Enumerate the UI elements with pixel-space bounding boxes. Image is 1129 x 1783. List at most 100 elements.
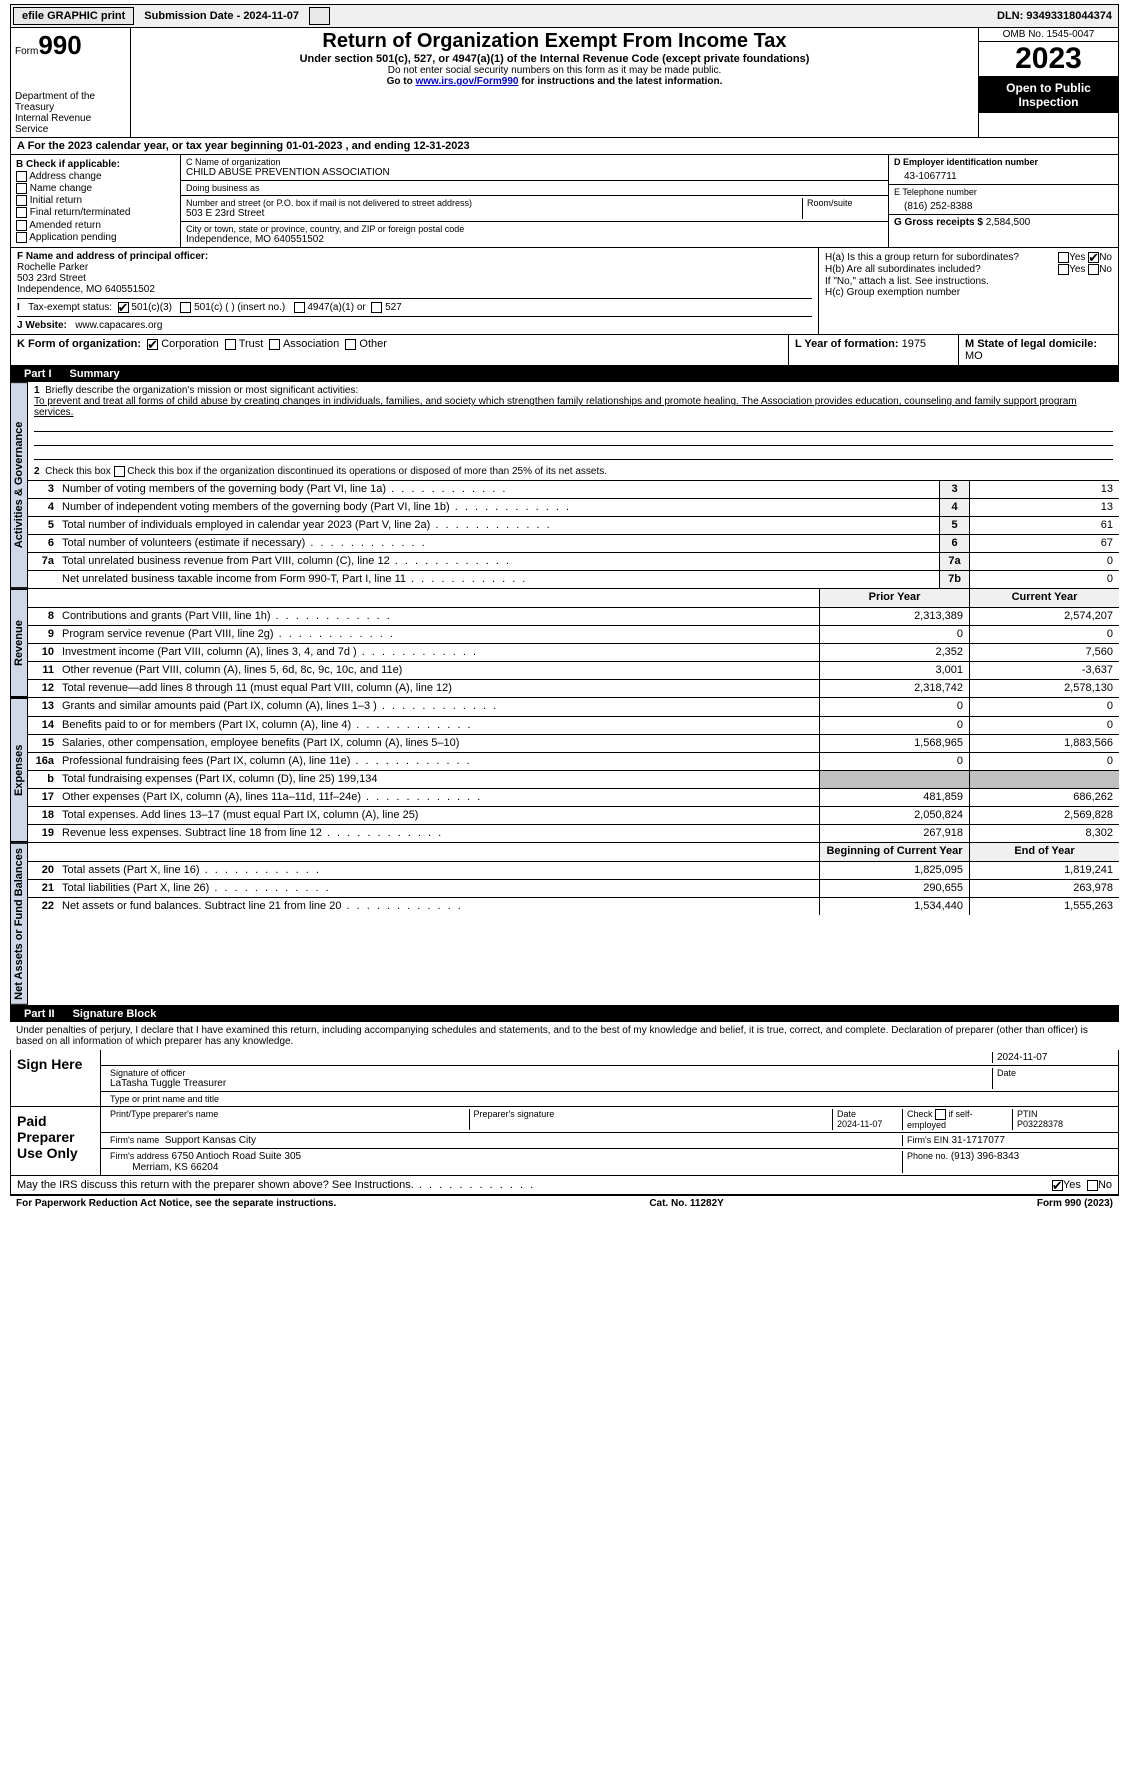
dln-label: DLN: 93493318044374 [997, 10, 1118, 22]
l2-text: Check this box if the organization disco… [127, 466, 607, 477]
cb-discuss-no[interactable] [1087, 1180, 1098, 1191]
tel-label: E Telephone number [894, 187, 1113, 197]
room-label: Room/suite [807, 198, 883, 208]
tax-year: 2023 [979, 42, 1118, 77]
footer-left: For Paperwork Reduction Act Notice, see … [16, 1198, 336, 1209]
cb-discontinued[interactable] [114, 466, 125, 477]
part1-header: Part ISummary [10, 366, 1119, 382]
l3-val: 13 [969, 481, 1119, 498]
l3-text: Number of voting members of the governin… [58, 481, 939, 498]
l21-boy: 290,655 [819, 880, 969, 897]
omb-number: OMB No. 1545-0047 [979, 28, 1118, 42]
cb-address-change[interactable] [16, 171, 27, 182]
l11-text: Other revenue (Part VIII, column (A), li… [58, 662, 819, 679]
prep-sig-label: Preparer's signature [470, 1109, 834, 1130]
side-net-assets: Net Assets or Fund Balances [10, 843, 28, 1005]
footer-right: Form 990 (2023) [1037, 1198, 1113, 1209]
cb-hb-no[interactable] [1088, 264, 1099, 275]
officer-signed: LaTasha Tuggle Treasurer [110, 1078, 988, 1089]
officer-addr1: 503 23rd Street [17, 273, 812, 284]
open-inspection: Open to Public Inspection [979, 77, 1118, 113]
l17-curr: 686,262 [969, 789, 1119, 806]
l19-text: Revenue less expenses. Subtract line 18 … [58, 825, 819, 842]
l16b-text: Total fundraising expenses (Part IX, col… [58, 771, 819, 788]
l7b-val: 0 [969, 571, 1119, 588]
l7b-text: Net unrelated business taxable income fr… [58, 571, 939, 588]
l19-prior: 267,918 [819, 825, 969, 842]
cb-corp[interactable] [147, 339, 158, 350]
l10-prior: 2,352 [819, 644, 969, 661]
cb-final-return[interactable] [16, 207, 27, 218]
cb-initial-return[interactable] [16, 195, 27, 206]
l4-val: 13 [969, 499, 1119, 516]
cb-527[interactable] [371, 302, 382, 313]
cb-ha-no[interactable] [1088, 252, 1099, 263]
city-value: Independence, MO 640551502 [186, 234, 883, 245]
prep-date: 2024-11-07 [837, 1119, 882, 1129]
hc-label: H(c) Group exemption number [825, 287, 1112, 298]
cb-trust[interactable] [225, 339, 236, 350]
blank-button[interactable] [309, 7, 330, 25]
l9-curr: 0 [969, 626, 1119, 643]
ptin-value: P03228378 [1017, 1119, 1063, 1129]
cb-501c3[interactable] [118, 302, 129, 313]
hdr-prior-year: Prior Year [819, 589, 969, 607]
firm-phone: (913) 396-8343 [951, 1151, 1019, 1162]
form-subtitle-2: Do not enter social security numbers on … [137, 65, 972, 76]
sig-officer-label: Signature of officer [110, 1068, 988, 1078]
type-name-label: Type or print name and title [106, 1094, 1113, 1104]
l1-label: Briefly describe the organization's miss… [45, 385, 358, 396]
irs-link[interactable]: www.irs.gov/Form990 [415, 76, 518, 87]
l22-eoy: 1,555,263 [969, 898, 1119, 915]
hdr-boy: Beginning of Current Year [819, 843, 969, 861]
ein-value: 43-1067711 [894, 167, 1113, 182]
website-value: www.capacares.org [75, 320, 162, 331]
l16a-text: Professional fundraising fees (Part IX, … [58, 753, 819, 770]
col-b-title: B Check if applicable: [16, 159, 175, 170]
addr-label: Number and street (or P.O. box if mail i… [186, 198, 798, 208]
form-label: Form [15, 46, 38, 57]
hb-label: H(b) Are all subordinates included? [825, 264, 981, 275]
l7a-text: Total unrelated business revenue from Pa… [58, 553, 939, 570]
officer-addr2: Independence, MO 640551502 [17, 284, 812, 295]
efile-print-button[interactable]: efile GRAPHIC print [13, 7, 134, 25]
l5-text: Total number of individuals employed in … [58, 517, 939, 534]
irs-label: Internal Revenue Service [15, 113, 126, 135]
l11-prior: 3,001 [819, 662, 969, 679]
cb-501c[interactable] [180, 302, 191, 313]
submission-date: Submission Date - 2024-11-07 [136, 10, 307, 22]
hb-note: If "No," attach a list. See instructions… [825, 276, 1112, 287]
firm-ein: 31-1717077 [952, 1135, 1005, 1146]
l13-prior: 0 [819, 698, 969, 716]
top-toolbar: efile GRAPHIC print Submission Date - 20… [10, 4, 1119, 28]
cb-ha-yes[interactable] [1058, 252, 1069, 263]
year-formation-label: L Year of formation: [795, 338, 899, 350]
l14-text: Benefits paid to or for members (Part IX… [58, 717, 819, 734]
l16a-prior: 0 [819, 753, 969, 770]
hdr-current-year: Current Year [969, 589, 1119, 607]
l15-curr: 1,883,566 [969, 735, 1119, 752]
form-org-label: K Form of organization: [17, 338, 141, 350]
cb-amended[interactable] [16, 220, 27, 231]
cb-other[interactable] [345, 339, 356, 350]
sig-date1: 2024-11-07 [993, 1052, 1113, 1063]
l8-prior: 2,313,389 [819, 608, 969, 625]
l22-text: Net assets or fund balances. Subtract li… [58, 898, 819, 915]
l8-curr: 2,574,207 [969, 608, 1119, 625]
l12-text: Total revenue—add lines 8 through 11 (mu… [58, 680, 819, 697]
l17-prior: 481,859 [819, 789, 969, 806]
form-number: 990 [38, 30, 81, 60]
cb-name-change[interactable] [16, 183, 27, 194]
domicile-label: M State of legal domicile: [965, 338, 1097, 350]
cb-assoc[interactable] [269, 339, 280, 350]
officer-label: F Name and address of principal officer: [17, 251, 208, 262]
cb-hb-yes[interactable] [1058, 264, 1069, 275]
l15-text: Salaries, other compensation, employee b… [58, 735, 819, 752]
cb-discuss-yes[interactable] [1052, 1180, 1063, 1191]
l13-curr: 0 [969, 698, 1119, 716]
cb-4947[interactable] [294, 302, 305, 313]
cb-self-employed[interactable] [935, 1109, 946, 1120]
firm-name: Support Kansas City [165, 1135, 256, 1146]
gross-value: 2,584,500 [986, 217, 1031, 228]
cb-app-pending[interactable] [16, 232, 27, 243]
